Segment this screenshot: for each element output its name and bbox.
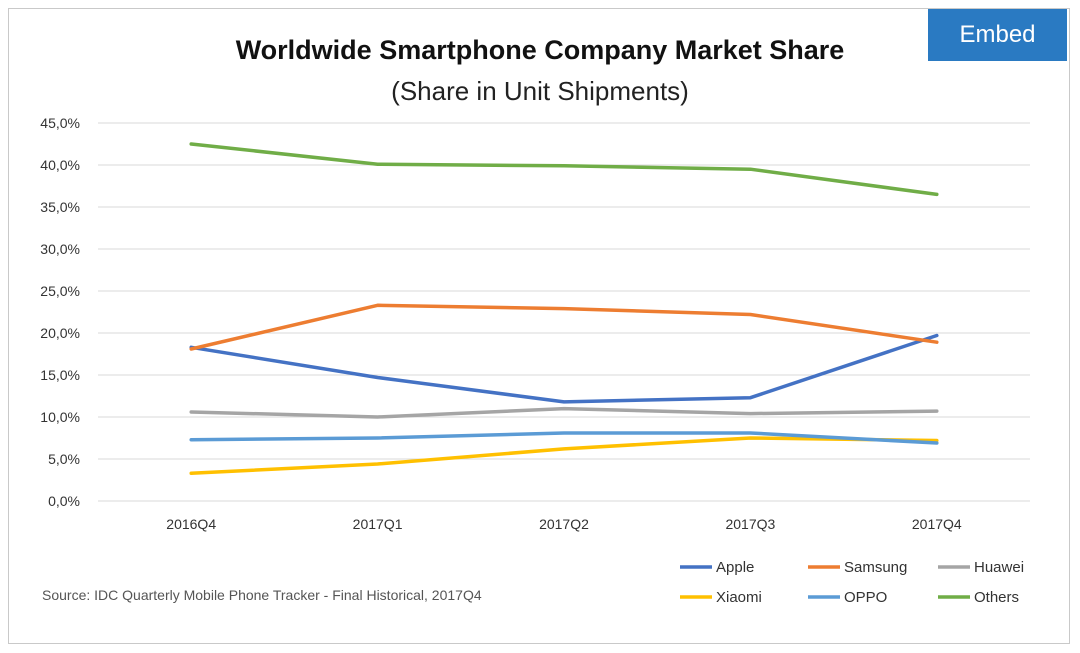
y-tick-label: 40,0%	[40, 157, 80, 173]
series-line-apple	[189, 333, 939, 404]
legend-label-others: Others	[974, 589, 1019, 606]
y-tick-label: 45,0%	[40, 115, 80, 131]
legend: Apple Samsung Huawei Xiaomi OPPO Others	[680, 559, 1024, 606]
series-line-oppo	[189, 431, 939, 445]
y-tick-label: 10,0%	[40, 409, 80, 425]
chart-frame	[8, 8, 1070, 644]
y-tick-label: 30,0%	[40, 241, 80, 257]
series-line-huawei	[189, 406, 939, 419]
embed-button[interactable]: Embed	[928, 9, 1067, 61]
x-tick-label: 2016Q4	[166, 516, 216, 532]
y-tick-label: 5,0%	[48, 451, 80, 467]
series-line-others	[189, 142, 939, 197]
y-tick-label: 20,0%	[40, 325, 80, 341]
x-tick-label: 2017Q4	[912, 516, 962, 532]
y-tick-label: 25,0%	[40, 283, 80, 299]
series-lines	[189, 142, 939, 476]
x-axis-ticks: 2016Q4 2017Q1 2017Q2 2017Q3 2017Q4	[166, 516, 962, 532]
y-tick-label: 15,0%	[40, 367, 80, 383]
x-tick-label: 2017Q1	[353, 516, 403, 532]
source-note: Source: IDC Quarterly Mobile Phone Track…	[42, 587, 482, 603]
y-axis-ticks: 0,0% 5,0% 10,0% 15,0% 20,0% 25,0% 30,0% 35,0% 40…	[40, 115, 80, 509]
x-tick-label: 2017Q3	[725, 516, 775, 532]
y-tick-label: 0,0%	[48, 493, 80, 509]
legend-label-apple: Apple	[716, 559, 754, 576]
y-tick-label: 35,0%	[40, 199, 80, 215]
grid-lines	[98, 122, 1030, 502]
legend-label-oppo: OPPO	[844, 589, 887, 606]
series-line-xiaomi	[189, 436, 939, 476]
legend-label-samsung: Samsung	[844, 559, 907, 576]
legend-label-huawei: Huawei	[974, 559, 1024, 576]
chart-title: Worldwide Smartphone Company Market Shar…	[235, 35, 845, 65]
series-line-samsung	[189, 303, 939, 351]
x-tick-label: 2017Q2	[539, 516, 589, 532]
chart-subtitle: (Share in Unit Shipments)	[391, 76, 689, 106]
legend-label-xiaomi: Xiaomi	[716, 589, 762, 606]
